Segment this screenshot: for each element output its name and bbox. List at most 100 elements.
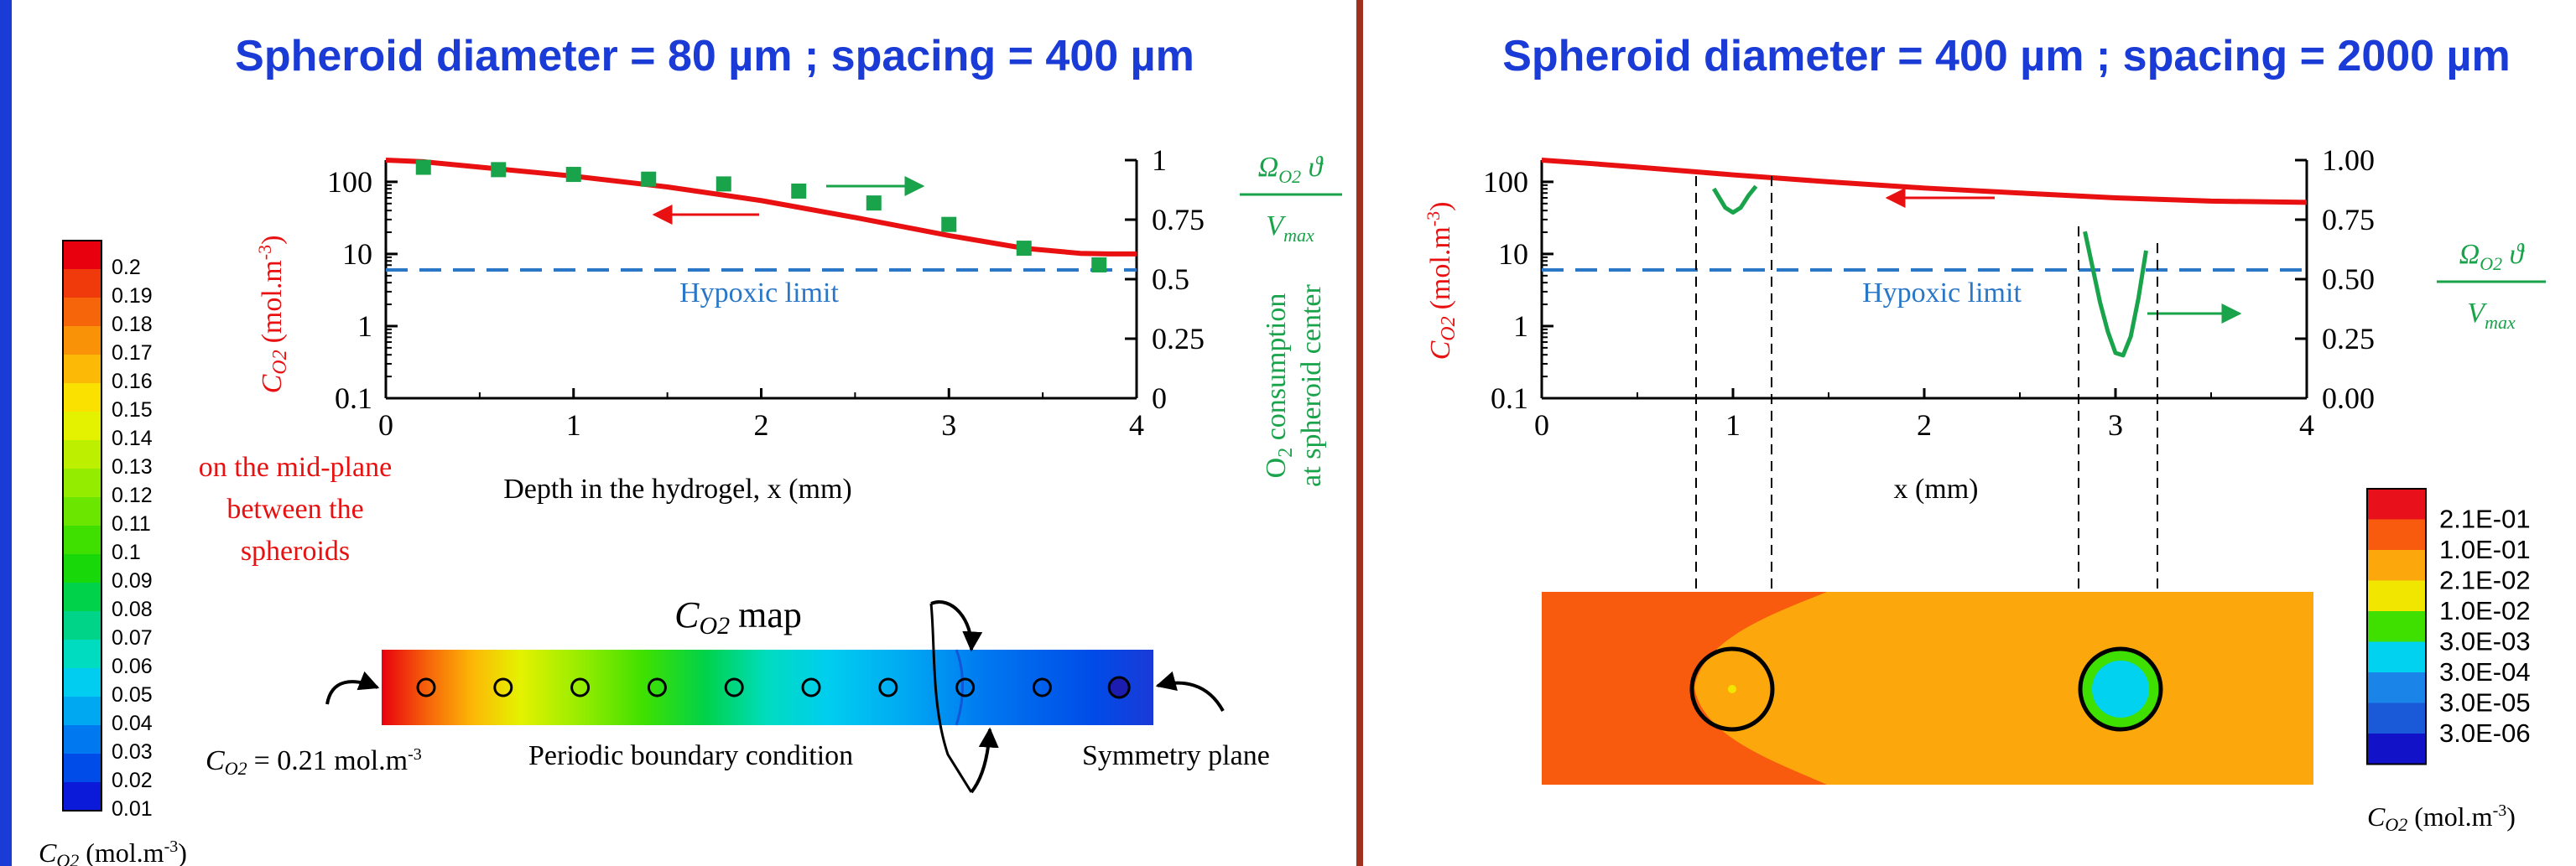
left-symmetry-label: Symmetry plane xyxy=(1082,740,1270,771)
right-map-spheroid-1 xyxy=(1689,646,1775,732)
left-map xyxy=(382,650,1153,725)
left-colorbar-swatch xyxy=(63,583,101,611)
right-consumption-curve xyxy=(2083,231,2148,358)
left-colorbar-label: 0.05 xyxy=(112,683,153,707)
left-y2-tick-label: 1 xyxy=(1152,143,1167,177)
left-colorbar-swatch xyxy=(63,383,101,412)
left-colorbar-swatch xyxy=(63,326,101,355)
left-colorbar-swatch xyxy=(63,640,101,668)
left-colorbar-label: 0.07 xyxy=(112,626,153,650)
left-oxygen-curve xyxy=(385,158,1137,257)
left-y-tick-label: 0.1 xyxy=(335,381,372,415)
left-consumption-point xyxy=(716,176,731,192)
left-map-spheroid xyxy=(416,677,436,697)
left-x-tick-label: 4 xyxy=(1129,408,1144,442)
left-ylabel: CO2(mol.m-3) xyxy=(254,236,291,394)
right-y-tick-label: 100 xyxy=(1483,165,1528,199)
left-x-tick-label: 3 xyxy=(941,408,956,442)
left-colorbar-label: CO2 (mol.m-3) xyxy=(39,837,187,866)
left-colorbar-label: 0.14 xyxy=(112,427,153,450)
panel-divider xyxy=(1356,0,1363,866)
right-x-tick-label: 1 xyxy=(1725,408,1741,442)
left-chart: 0 1 2 3 4 100 10 1 0.1 1 0.75 0.5 0.25 0 xyxy=(327,143,1205,442)
left-colorbar-label: 0.17 xyxy=(112,341,153,365)
left-colorbar-swatch xyxy=(63,298,101,326)
left-consumption-point xyxy=(791,183,807,199)
right-colorbar-swatch xyxy=(2367,611,2426,642)
left-colorbar-swatch xyxy=(63,469,101,497)
right-map xyxy=(1542,592,2313,785)
left-colorbar-swatch xyxy=(63,440,101,469)
right-y2-formula: ΩO2 ϑ Vmax xyxy=(2437,239,2546,333)
right-y-tick-label: 0.1 xyxy=(1491,381,1528,415)
left-consumption-point xyxy=(565,167,581,183)
right-x-tick-label: 3 xyxy=(2108,408,2123,442)
svg-text:ΩO2 ϑ: ΩO2 ϑ xyxy=(2459,239,2526,274)
svg-text:ΩO2 ϑ: ΩO2 ϑ xyxy=(1258,152,1324,187)
left-periodic-arrow-bottom xyxy=(970,727,999,794)
left-y-tick-label: 1 xyxy=(357,309,372,343)
left-map-spheroid xyxy=(570,677,591,697)
right-colorbar-frame xyxy=(2366,488,2427,765)
left-consumption-point xyxy=(1091,257,1107,272)
left-consumption-point xyxy=(941,216,957,232)
left-colorbar-label: 0.02 xyxy=(112,769,153,792)
svg-text:O2 consumption: O2 consumption xyxy=(1261,293,1297,479)
right-colorbar-swatch xyxy=(2367,489,2426,520)
left-colorbar-label: 0.2 xyxy=(112,256,141,279)
right-colorbar-label: 2.1E-02 xyxy=(2439,566,2531,595)
right-y2-tick-label: 0.00 xyxy=(2322,381,2375,415)
left-colorbar-swatch xyxy=(63,355,101,383)
left-colorbar-label: 0.06 xyxy=(112,655,153,678)
right-y2-tick-label: 1.00 xyxy=(2322,143,2375,177)
left-consumption-point xyxy=(415,159,431,175)
right-chart: 0 1 2 3 4 100 10 1 0.1 1.00 0.75 0.50 0.25 0.00 xyxy=(1483,143,2375,442)
left-consumption-point xyxy=(641,171,657,187)
left-colorbar-label: 0.19 xyxy=(112,284,153,308)
right-ylabel: CO2(mol.m-3) xyxy=(1423,202,1460,360)
left-colorbar-swatch xyxy=(63,611,101,640)
left-x-tick-label: 2 xyxy=(754,408,769,442)
right-y-tick-label: 1 xyxy=(1513,309,1528,343)
right-colorbar-label: 3.0E-06 xyxy=(2439,718,2531,748)
left-periodic-link xyxy=(929,603,973,793)
left-y2-tick-label: 0.5 xyxy=(1152,262,1189,296)
right-y2-tick-label: 0.50 xyxy=(2322,262,2375,296)
left-x-tick-label: 0 xyxy=(378,408,393,442)
right-colorbar-swatch xyxy=(2367,672,2426,703)
right-map-spheroid-2 xyxy=(2078,646,2163,732)
right-x-tick-label: 2 xyxy=(1917,408,1932,442)
right-colorbar-label: CO2 (mol.m-3) xyxy=(2367,801,2516,835)
left-title: Spheroid diameter = 80 µm ; spacing = 40… xyxy=(235,32,1194,80)
left-map-spheroid xyxy=(493,677,513,697)
left-map-spheroid xyxy=(724,677,744,697)
left-colorbar-label: 0.18 xyxy=(112,313,153,336)
left-colorbar-swatch xyxy=(63,526,101,554)
left-colorbar-label: 0.13 xyxy=(112,455,153,479)
left-colorbar-swatch xyxy=(63,782,101,811)
left-colorbar-label: 0.03 xyxy=(112,740,153,764)
left-colorbar-swatch xyxy=(63,668,101,697)
right-colorbar-label: 3.0E-05 xyxy=(2439,688,2531,718)
left-colorbar-swatch xyxy=(63,725,101,754)
left-colorbar-label: 0.09 xyxy=(112,569,153,593)
left-colorbar-swatch xyxy=(63,241,101,269)
left-colorbar-label: 0.04 xyxy=(112,712,153,735)
right-colorbar-swatch xyxy=(2367,703,2426,734)
left-periodic-arrow-top xyxy=(930,600,983,652)
right-colorbar-swatch xyxy=(2367,519,2426,550)
left-colorbar-swatch xyxy=(63,412,101,440)
svg-text:spheroids: spheroids xyxy=(241,536,350,567)
left-colorbar-swatch xyxy=(63,697,101,725)
svg-text:at spheroid center: at spheroid center xyxy=(1296,283,1327,486)
left-colorbar-label: 0.16 xyxy=(112,370,153,393)
left-consumption-point xyxy=(491,162,507,178)
left-colorbar-swatch xyxy=(63,497,101,526)
left-colorbar-label: 0.11 xyxy=(112,512,151,536)
right-oxygen-curve xyxy=(1541,158,2308,205)
left-inlet-label: CO2 = 0.21 mol.m-3 xyxy=(206,745,422,779)
left-y2-formula: ΩO2 ϑ Vmax xyxy=(1240,152,1342,246)
left-colorbar-swatch xyxy=(63,754,101,782)
left-colorbar-frame xyxy=(62,240,102,812)
